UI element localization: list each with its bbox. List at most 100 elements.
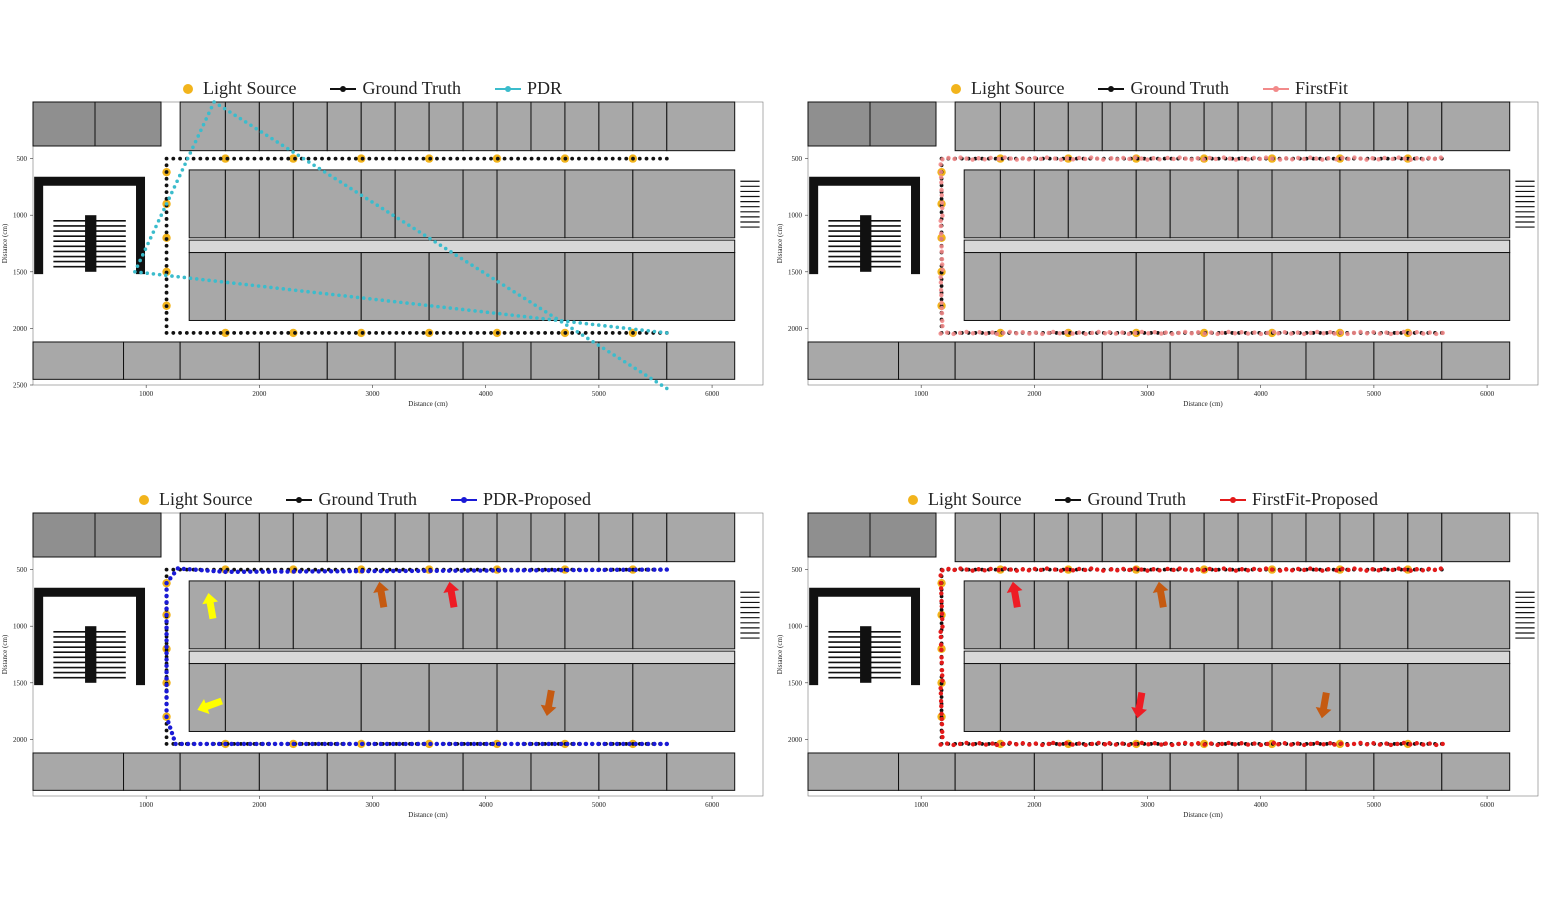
estimate-point bbox=[1308, 566, 1313, 571]
legend-label: Light Source bbox=[971, 78, 1065, 98]
ground-truth-point bbox=[164, 270, 169, 275]
room bbox=[954, 341, 1035, 380]
estimate-point bbox=[1195, 330, 1201, 335]
room bbox=[1271, 663, 1341, 732]
annotation-arrows bbox=[1006, 581, 1332, 719]
stair-frame bbox=[34, 176, 146, 275]
estimate-point bbox=[1358, 740, 1363, 746]
ground-truth-point bbox=[239, 156, 243, 161]
series-line-icon bbox=[286, 496, 313, 503]
estimate-point bbox=[1057, 742, 1062, 747]
y-tick-label: 1000 bbox=[13, 212, 28, 220]
estimate-point bbox=[1115, 157, 1120, 162]
room bbox=[32, 341, 125, 380]
estimate-point bbox=[1390, 156, 1395, 162]
legend-label: Light Source bbox=[928, 489, 1022, 509]
estimate-point bbox=[335, 741, 340, 747]
estimate-point bbox=[164, 638, 169, 643]
room bbox=[394, 752, 464, 791]
estimate-point bbox=[1126, 742, 1132, 748]
room bbox=[1237, 101, 1273, 152]
room bbox=[1373, 752, 1443, 791]
estimate-point bbox=[501, 283, 506, 287]
estimate-point bbox=[496, 741, 502, 747]
estimate-point bbox=[1376, 157, 1381, 162]
room bbox=[1169, 580, 1239, 650]
estimate-point bbox=[259, 130, 264, 134]
estimate-point bbox=[938, 691, 944, 696]
legend-item: PDR bbox=[495, 78, 562, 99]
estimate-point bbox=[1014, 568, 1020, 573]
estimate-point bbox=[378, 741, 383, 747]
estimate-point bbox=[243, 120, 248, 124]
panel-bottom-right: Light Source Ground Truth FirstFit-Propose… bbox=[776, 489, 1539, 819]
estimate-point bbox=[1364, 157, 1369, 162]
estimate-point bbox=[164, 663, 169, 669]
room bbox=[1373, 512, 1409, 563]
estimate-point bbox=[521, 568, 527, 573]
estimate-point bbox=[1283, 156, 1289, 161]
estimate-point bbox=[515, 741, 520, 747]
room bbox=[32, 101, 96, 147]
ground-truth-point bbox=[239, 567, 243, 572]
estimate-point bbox=[175, 179, 179, 184]
estimate-point bbox=[938, 218, 943, 224]
ground-truth-point bbox=[468, 156, 473, 161]
estimate-point bbox=[658, 567, 663, 572]
estimate-point bbox=[940, 678, 945, 683]
estimate-point bbox=[940, 267, 945, 272]
estimate-point bbox=[951, 331, 956, 337]
estimate-point bbox=[538, 306, 543, 311]
room bbox=[1067, 101, 1103, 152]
room bbox=[94, 512, 162, 558]
estimate-point bbox=[996, 567, 1001, 573]
legend-item: Ground Truth bbox=[1098, 78, 1229, 99]
estimate-point bbox=[988, 566, 993, 572]
y-axis-label: Distance (cm) bbox=[1, 634, 9, 674]
x-tick-label: 6000 bbox=[1480, 801, 1495, 809]
room bbox=[496, 512, 532, 563]
room bbox=[496, 101, 532, 152]
estimate-point bbox=[412, 226, 416, 231]
x-tick-label: 1000 bbox=[914, 801, 929, 809]
estimate-point bbox=[1201, 157, 1206, 162]
estimate-point bbox=[940, 262, 945, 267]
legend-label: Ground Truth bbox=[1130, 78, 1230, 98]
estimate-point bbox=[1226, 329, 1231, 335]
red-arrow-icon bbox=[1131, 692, 1147, 719]
ground-truth-point bbox=[617, 331, 622, 335]
estimate-point bbox=[139, 270, 143, 275]
estimate-point bbox=[939, 187, 944, 193]
room bbox=[1135, 252, 1205, 321]
ground-truth-point bbox=[164, 310, 169, 315]
panel-top-right: Light Source Ground Truth FirstFit 1000 200… bbox=[776, 78, 1539, 408]
estimate-point bbox=[1040, 331, 1045, 337]
staircase bbox=[34, 176, 146, 275]
stair-frame bbox=[34, 587, 146, 686]
room bbox=[1033, 341, 1103, 380]
estimate-point bbox=[1271, 329, 1277, 335]
room bbox=[258, 512, 294, 563]
x-tick-label: 2000 bbox=[252, 390, 266, 398]
room bbox=[1305, 752, 1375, 791]
estimate-point bbox=[1408, 742, 1413, 747]
room bbox=[1033, 752, 1103, 791]
room bbox=[869, 512, 937, 558]
estimate-point bbox=[167, 725, 173, 730]
estimate-point bbox=[1370, 156, 1375, 161]
room bbox=[292, 169, 362, 239]
ground-truth-point bbox=[286, 156, 291, 161]
stair-core bbox=[85, 215, 97, 272]
estimate-point bbox=[994, 742, 1000, 748]
estimate-point bbox=[171, 571, 177, 576]
legend-label: Ground Truth bbox=[362, 78, 462, 98]
estimate-point bbox=[478, 568, 483, 573]
estimate-point bbox=[235, 741, 240, 747]
room bbox=[32, 752, 125, 791]
estimate-point bbox=[1213, 567, 1218, 573]
ground-truth-point bbox=[462, 331, 466, 335]
ground-truth-point bbox=[401, 156, 406, 161]
estimate-point bbox=[316, 569, 321, 574]
estimate-point bbox=[977, 330, 982, 335]
estimate-point bbox=[546, 741, 551, 747]
